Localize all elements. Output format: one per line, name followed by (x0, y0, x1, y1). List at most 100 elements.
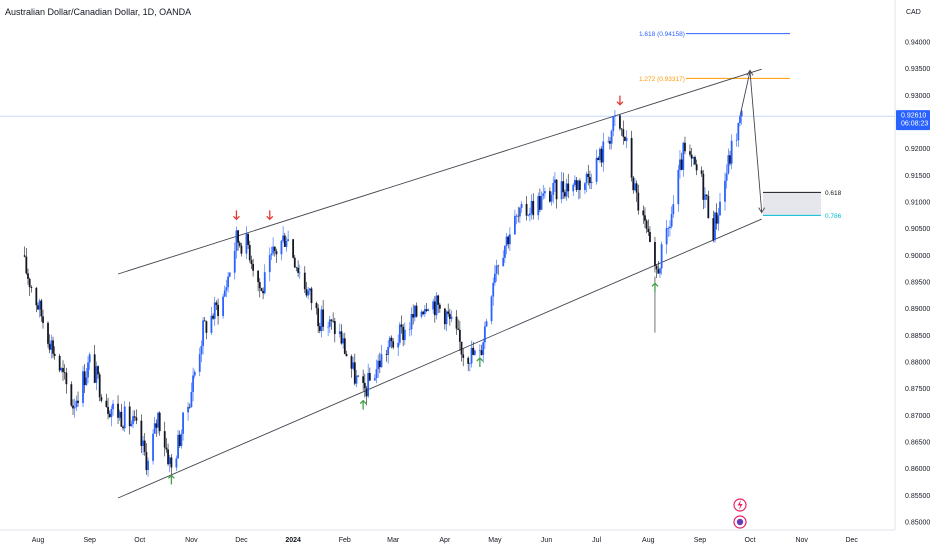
candle-body (425, 309, 428, 311)
candle-body (390, 337, 393, 342)
projection-path[interactable] (739, 69, 766, 214)
candle-body (725, 173, 728, 181)
candle-body (462, 354, 465, 358)
candle-body (413, 305, 416, 318)
candle-body (585, 173, 588, 184)
price-tick-label: 0.86500 (905, 440, 930, 447)
price-tick-label: 0.87000 (905, 413, 930, 420)
candle-body (707, 195, 710, 219)
candle-body (408, 329, 411, 330)
candle-body (257, 270, 260, 283)
candle-body (490, 296, 493, 322)
candle-body (135, 417, 138, 421)
candle-body (727, 155, 730, 174)
ascending-channel[interactable] (117, 68, 762, 499)
candle-body (645, 220, 648, 229)
target-zone-box[interactable] (763, 192, 821, 216)
candle-body (168, 457, 171, 465)
price-tick-label: 0.87500 (905, 386, 930, 393)
candle-body (397, 342, 400, 348)
price-tick-label: 0.93500 (905, 66, 930, 73)
channel-upper-line[interactable] (117, 68, 762, 275)
candle-body (448, 313, 451, 319)
candle-body (555, 179, 558, 200)
candle-body (98, 374, 101, 398)
channel-lower-line[interactable] (117, 218, 762, 499)
projection-line[interactable] (739, 71, 763, 212)
candle-body (108, 413, 111, 418)
candle-body (388, 337, 391, 347)
candle-body (152, 433, 154, 461)
candle-body (340, 331, 343, 344)
candle-body (577, 180, 580, 191)
candle-body (355, 375, 358, 384)
candle-body (704, 194, 706, 200)
candle-body (140, 420, 143, 446)
candle-body (740, 110, 743, 117)
candle-body (180, 433, 183, 446)
candle-body (165, 447, 168, 450)
candle-body (705, 194, 708, 196)
fib-level-label: 1.272 (0.93317) (639, 76, 685, 83)
candle-body (542, 193, 545, 197)
candle-body (610, 130, 613, 144)
candle-body (659, 268, 661, 274)
candle-body (564, 192, 566, 197)
candle-body (293, 257, 296, 268)
candle-body (497, 265, 500, 267)
candle-body (47, 322, 49, 344)
candle-body (684, 142, 686, 152)
candle-body (100, 397, 103, 401)
candle-body (62, 368, 64, 373)
candle-body (42, 316, 44, 323)
time-axis[interactable]: Aug Sep Oct Nov Dec 2024 Feb Mar Apr May Jun Jul Aug… (32, 537, 859, 544)
price-tick-label: 0.91000 (905, 200, 930, 207)
candle-body (460, 341, 463, 355)
candle-body (630, 137, 633, 178)
candle-body (483, 326, 486, 343)
candle-body (702, 173, 705, 200)
candle-body (192, 375, 194, 392)
candle-body (402, 326, 405, 340)
candle-body (632, 177, 635, 191)
candle-body (262, 290, 265, 294)
candle-body (587, 173, 590, 178)
candle-body (554, 179, 556, 183)
candle-body (715, 212, 718, 224)
buy-arrow-icon (476, 357, 484, 367)
candle-body (235, 230, 238, 251)
candle-body (298, 272, 301, 274)
buy-arrow-icon (167, 474, 175, 485)
price-tick-label: 0.89500 (905, 280, 930, 287)
candle-body (328, 319, 331, 327)
candle-body (193, 371, 196, 376)
tradingview-logo[interactable] (733, 515, 747, 529)
lightning-badge[interactable] (733, 498, 747, 512)
candle-body (128, 406, 131, 427)
candle-body (380, 354, 383, 368)
candle-body (565, 183, 568, 197)
candle-body (427, 309, 430, 311)
candle-body (654, 241, 656, 266)
candle-body (37, 305, 39, 310)
price-tick-label: 0.91500 (905, 173, 930, 180)
retracement-target-zone[interactable]: 0.618 0.786 (763, 190, 842, 220)
candle-body (680, 159, 683, 170)
candle-body (178, 434, 181, 446)
candle-body (622, 129, 625, 137)
candle-body (482, 342, 485, 355)
candle-body (737, 123, 740, 141)
candle-body (338, 331, 341, 335)
candle-body (363, 382, 366, 389)
candle-body (567, 183, 570, 192)
candle-body (322, 309, 325, 327)
time-tick-label: Aug (642, 537, 655, 544)
candle-body (589, 177, 591, 184)
fibonacci-extension[interactable]: 1.618 (0.94158) 1.272 (0.93317) (639, 31, 790, 83)
candle-body (143, 440, 146, 452)
candle-body (480, 350, 483, 355)
candle-body (520, 203, 523, 208)
candle-body (544, 191, 546, 194)
